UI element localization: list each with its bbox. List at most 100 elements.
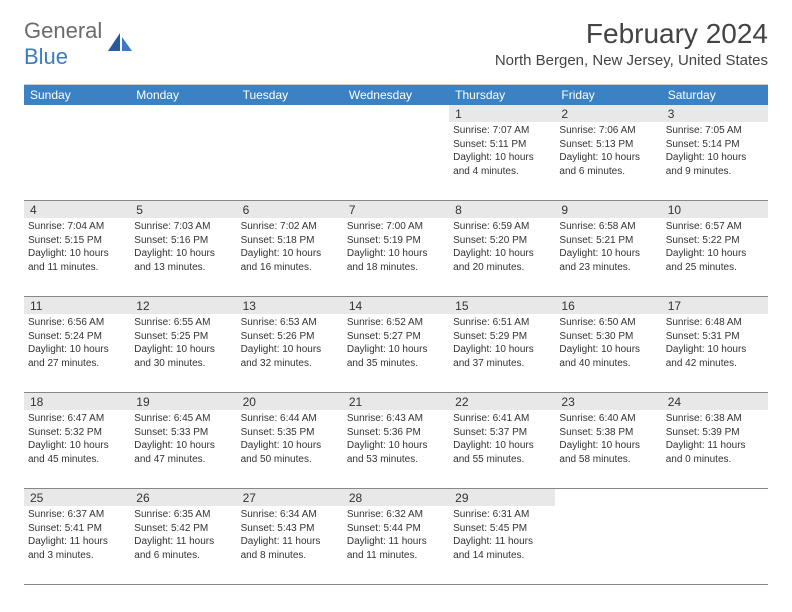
sunset-text: Sunset: 5:24 PM — [28, 330, 126, 344]
day-number: 27 — [237, 489, 343, 506]
day-cell: Sunrise: 6:41 AMSunset: 5:37 PMDaylight:… — [449, 410, 555, 488]
sunset-text: Sunset: 5:37 PM — [453, 426, 551, 440]
day-number: 6 — [237, 201, 343, 218]
sunset-text: Sunset: 5:26 PM — [241, 330, 339, 344]
day-cell: Sunrise: 7:06 AMSunset: 5:13 PMDaylight:… — [555, 122, 661, 200]
day-cell — [130, 122, 236, 200]
day-cell: Sunrise: 6:31 AMSunset: 5:45 PMDaylight:… — [449, 506, 555, 584]
sunrise-text: Sunrise: 6:44 AM — [241, 412, 339, 426]
day-header: Tuesday — [237, 85, 343, 105]
daylight-text: Daylight: 10 hours and 18 minutes. — [347, 247, 445, 274]
day-number: 14 — [343, 297, 449, 314]
sunset-text: Sunset: 5:33 PM — [134, 426, 232, 440]
header: General Blue February 2024 North Bergen,… — [24, 18, 768, 70]
daylight-text: Daylight: 10 hours and 6 minutes. — [559, 151, 657, 178]
day-number — [130, 105, 236, 122]
day-number: 2 — [555, 105, 661, 122]
daylight-text: Daylight: 10 hours and 9 minutes. — [666, 151, 764, 178]
day-number: 11 — [24, 297, 130, 314]
sunrise-text: Sunrise: 7:02 AM — [241, 220, 339, 234]
sunrise-text: Sunrise: 6:40 AM — [559, 412, 657, 426]
day-number: 18 — [24, 393, 130, 410]
day-header: Friday — [555, 85, 661, 105]
sunrise-text: Sunrise: 6:58 AM — [559, 220, 657, 234]
day-cell: Sunrise: 7:03 AMSunset: 5:16 PMDaylight:… — [130, 218, 236, 296]
sunrise-text: Sunrise: 6:57 AM — [666, 220, 764, 234]
day-cell: Sunrise: 7:04 AMSunset: 5:15 PMDaylight:… — [24, 218, 130, 296]
sunset-text: Sunset: 5:20 PM — [453, 234, 551, 248]
day-number: 25 — [24, 489, 130, 506]
day-number: 1 — [449, 105, 555, 122]
sunrise-text: Sunrise: 6:41 AM — [453, 412, 551, 426]
day-cell: Sunrise: 6:56 AMSunset: 5:24 PMDaylight:… — [24, 314, 130, 392]
calendar: SundayMondayTuesdayWednesdayThursdayFrid… — [24, 84, 768, 585]
day-cell: Sunrise: 6:35 AMSunset: 5:42 PMDaylight:… — [130, 506, 236, 584]
sunrise-text: Sunrise: 6:52 AM — [347, 316, 445, 330]
daylight-text: Daylight: 10 hours and 42 minutes. — [666, 343, 764, 370]
day-number: 19 — [130, 393, 236, 410]
day-cell: Sunrise: 6:50 AMSunset: 5:30 PMDaylight:… — [555, 314, 661, 392]
day-cell: Sunrise: 6:57 AMSunset: 5:22 PMDaylight:… — [662, 218, 768, 296]
day-cell: Sunrise: 6:38 AMSunset: 5:39 PMDaylight:… — [662, 410, 768, 488]
day-number: 28 — [343, 489, 449, 506]
sunrise-text: Sunrise: 6:38 AM — [666, 412, 764, 426]
sunrise-text: Sunrise: 6:45 AM — [134, 412, 232, 426]
daylight-text: Daylight: 10 hours and 40 minutes. — [559, 343, 657, 370]
day-number: 20 — [237, 393, 343, 410]
sunrise-text: Sunrise: 6:50 AM — [559, 316, 657, 330]
sunrise-text: Sunrise: 7:07 AM — [453, 124, 551, 138]
day-cell: Sunrise: 7:07 AMSunset: 5:11 PMDaylight:… — [449, 122, 555, 200]
day-cell: Sunrise: 6:37 AMSunset: 5:41 PMDaylight:… — [24, 506, 130, 584]
logo-sail-icon — [106, 31, 134, 58]
sunset-text: Sunset: 5:43 PM — [241, 522, 339, 536]
day-number: 5 — [130, 201, 236, 218]
daylight-text: Daylight: 10 hours and 53 minutes. — [347, 439, 445, 466]
day-number — [555, 489, 661, 506]
day-cell — [662, 506, 768, 584]
week-row: Sunrise: 7:04 AMSunset: 5:15 PMDaylight:… — [24, 218, 768, 297]
sunrise-text: Sunrise: 7:04 AM — [28, 220, 126, 234]
sunrise-text: Sunrise: 7:03 AM — [134, 220, 232, 234]
sunset-text: Sunset: 5:27 PM — [347, 330, 445, 344]
day-number-row: 123 — [24, 105, 768, 122]
day-number: 3 — [662, 105, 768, 122]
week-row: Sunrise: 7:07 AMSunset: 5:11 PM Daylight:… — [24, 122, 768, 201]
day-cell: Sunrise: 6:59 AMSunset: 5:20 PMDaylight:… — [449, 218, 555, 296]
day-number: 13 — [237, 297, 343, 314]
sunrise-text: Sunrise: 6:31 AM — [453, 508, 551, 522]
day-number-row: 2526272829 — [24, 489, 768, 506]
day-number: 15 — [449, 297, 555, 314]
sunset-text: Sunset: 5:45 PM — [453, 522, 551, 536]
day-number: 10 — [662, 201, 768, 218]
day-cell: Sunrise: 6:53 AMSunset: 5:26 PMDaylight:… — [237, 314, 343, 392]
day-number: 8 — [449, 201, 555, 218]
daylight-text: Daylight: 10 hours and 37 minutes. — [453, 343, 551, 370]
location: North Bergen, New Jersey, United States — [495, 52, 768, 69]
day-cell: Sunrise: 6:45 AMSunset: 5:33 PMDaylight:… — [130, 410, 236, 488]
sunrise-text: Sunrise: 6:32 AM — [347, 508, 445, 522]
sunrise-text: Sunrise: 6:55 AM — [134, 316, 232, 330]
day-header: Monday — [130, 85, 236, 105]
sunset-text: Sunset: 5:30 PM — [559, 330, 657, 344]
day-number — [237, 105, 343, 122]
sunrise-text: Sunrise: 6:43 AM — [347, 412, 445, 426]
sunset-text: Sunset: 5:22 PM — [666, 234, 764, 248]
week-row: Sunrise: 6:47 AMSunset: 5:32 PMDaylight:… — [24, 410, 768, 489]
day-cell: Sunrise: 6:32 AMSunset: 5:44 PMDaylight:… — [343, 506, 449, 584]
sunset-text: Sunset: 5:39 PM — [666, 426, 764, 440]
day-cell: Sunrise: 6:40 AMSunset: 5:38 PMDaylight:… — [555, 410, 661, 488]
daylight-text: Daylight: 11 hours and 6 minutes. — [134, 535, 232, 562]
sunrise-text: Sunrise: 6:35 AM — [134, 508, 232, 522]
day-cell: Sunrise: 6:51 AMSunset: 5:29 PMDaylight:… — [449, 314, 555, 392]
daylight-text: Daylight: 10 hours and 35 minutes. — [347, 343, 445, 370]
sunrise-text: Sunrise: 6:53 AM — [241, 316, 339, 330]
sunrise-text: Sunrise: 6:34 AM — [241, 508, 339, 522]
logo: General Blue — [24, 18, 134, 70]
sunrise-text: Sunrise: 6:59 AM — [453, 220, 551, 234]
daylight-text: Daylight: 10 hours and 32 minutes. — [241, 343, 339, 370]
sunset-text: Sunset: 5:36 PM — [347, 426, 445, 440]
day-cell: Sunrise: 6:47 AMSunset: 5:32 PMDaylight:… — [24, 410, 130, 488]
day-number-row: 18192021222324 — [24, 393, 768, 410]
sunset-text: Sunset: 5:11 PM — [453, 138, 551, 152]
day-number: 7 — [343, 201, 449, 218]
